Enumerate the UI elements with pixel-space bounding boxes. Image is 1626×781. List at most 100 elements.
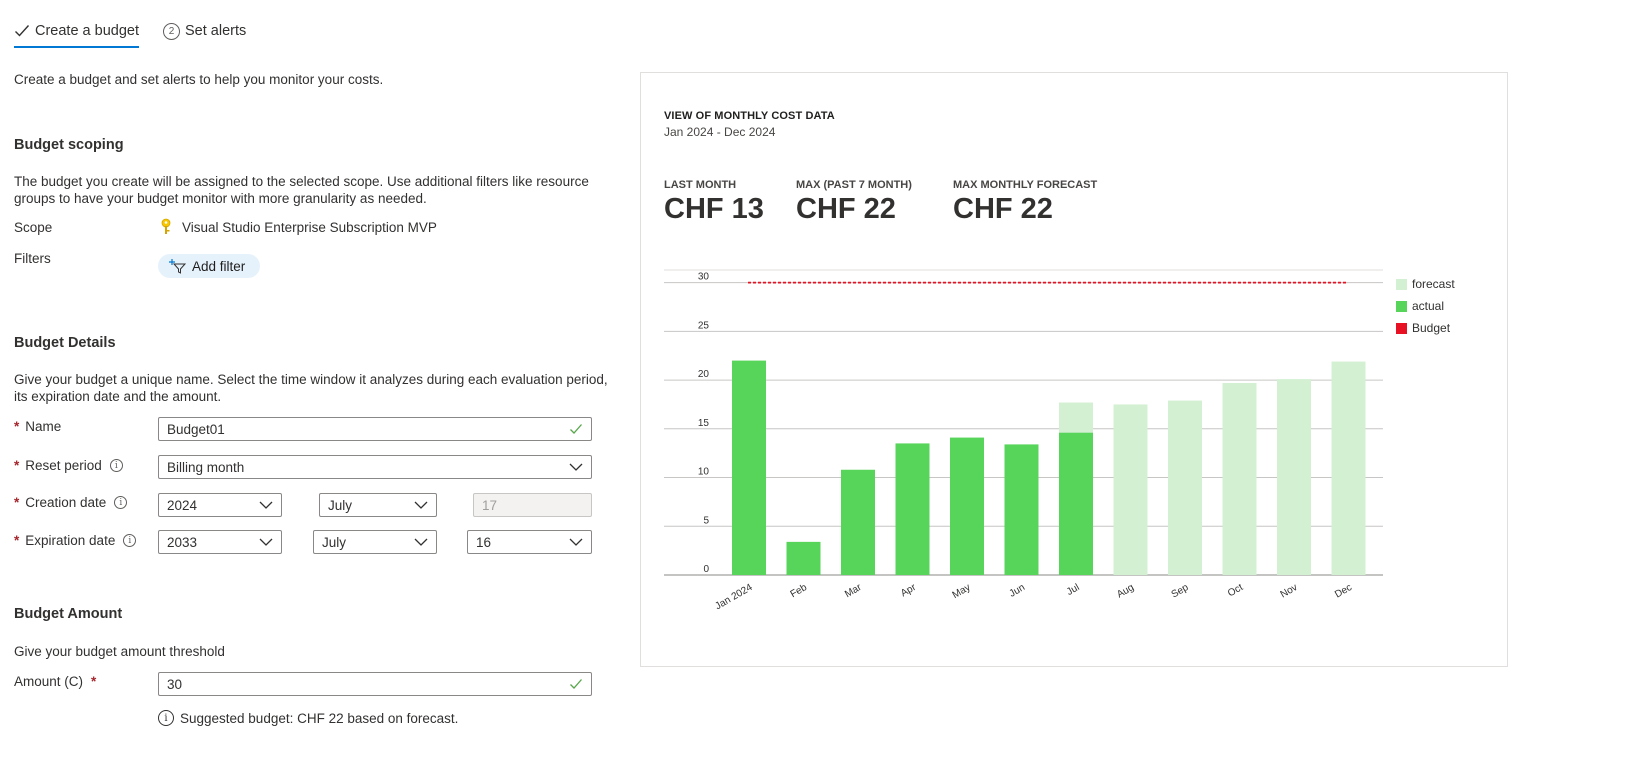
- name-input-value: Budget01: [167, 421, 225, 437]
- expiration-date-label: * Expiration date i: [14, 533, 137, 548]
- amount-label-text: Amount (C): [14, 674, 84, 689]
- x-tick-label: Oct: [1226, 582, 1245, 599]
- creation-year-select[interactable]: 2024: [158, 493, 282, 517]
- actual-bar: [1059, 432, 1093, 575]
- forecast-bar: [1222, 383, 1257, 575]
- suggested-budget: i Suggested budget: CHF 22 based on fore…: [158, 710, 458, 726]
- reset-period-label: * Reset period i: [14, 458, 123, 473]
- y-tick-label: 0: [703, 564, 709, 575]
- expiration-year-select[interactable]: 2033: [158, 530, 282, 554]
- actual-bar: [895, 443, 930, 575]
- expiration-month-value: July: [322, 534, 347, 550]
- chart-legend: forecast actual Budget: [1396, 273, 1455, 339]
- kpi-label: LAST MONTH: [664, 179, 737, 191]
- reset-period-value: Billing month: [167, 459, 245, 475]
- info-icon[interactable]: i: [114, 496, 128, 509]
- legend-swatch: [1396, 322, 1407, 334]
- legend-budget[interactable]: Budget: [1396, 317, 1455, 339]
- required-marker: *: [14, 533, 20, 548]
- expiration-day-select[interactable]: 16: [467, 530, 592, 554]
- amount-label: Amount (C) *: [14, 674, 98, 689]
- budget-amount-description: Give your budget amount threshold: [14, 644, 225, 659]
- scope-label: Scope: [14, 220, 53, 235]
- y-tick-label: 15: [698, 418, 710, 429]
- creation-year-value: 2024: [167, 497, 198, 513]
- actual-bar: [950, 437, 984, 575]
- kpi-last-month: LAST MONTH CHF 13: [664, 179, 764, 226]
- name-input[interactable]: Budget01: [158, 417, 592, 441]
- filters-label: Filters: [14, 251, 51, 266]
- valid-check-icon: [570, 424, 582, 434]
- tab-create-budget[interactable]: Create a budget: [14, 18, 139, 48]
- creation-month-select[interactable]: July: [319, 493, 437, 517]
- tab-set-alerts[interactable]: 2 Set alerts: [163, 18, 246, 44]
- legend-swatch: [1396, 278, 1407, 290]
- name-label: * Name: [14, 419, 61, 434]
- scope-value[interactable]: Visual Studio Enterprise Subscription MV…: [182, 220, 437, 235]
- y-tick-label: 20: [698, 369, 710, 380]
- budget-scoping-description: The budget you create will be assigned t…: [14, 174, 589, 206]
- chevron-down-icon: [569, 463, 583, 471]
- creation-day-value: 17: [482, 497, 498, 513]
- legend-forecast[interactable]: forecast: [1396, 273, 1455, 295]
- budget-details-description: Give your budget a unique name. Select t…: [14, 372, 608, 404]
- y-tick-label: 5: [703, 515, 709, 526]
- x-tick-label: Mar: [843, 582, 864, 600]
- info-icon[interactable]: i: [123, 534, 137, 547]
- name-label-text: Name: [25, 419, 62, 434]
- chevron-down-icon: [259, 538, 273, 546]
- card-title: VIEW OF MONTHLY COST DATA: [664, 110, 835, 122]
- required-marker: *: [91, 674, 97, 689]
- forecast-bar: [1277, 379, 1311, 575]
- kpi-value: CHF 13: [664, 193, 764, 225]
- reset-period-select[interactable]: Billing month: [158, 455, 592, 479]
- required-marker: *: [14, 458, 20, 473]
- kpi-label: MAX MONTHLY FORECAST: [953, 179, 1098, 191]
- forecast-bar: [1113, 404, 1148, 575]
- kpi-max-forecast: MAX MONTHLY FORECAST CHF 22: [953, 179, 1097, 226]
- wizard-tabs: Create a budget 2 Set alerts: [14, 18, 246, 48]
- expiration-month-select[interactable]: July: [313, 530, 437, 554]
- legend-swatch: [1396, 300, 1407, 312]
- tab-set-alerts-label: Set alerts: [185, 23, 247, 39]
- monthly-cost-chart: 0 5 10 15 20 25 30 Jan 2024 Feb Mar Apr May Jun Jul Au…: [664, 269, 1383, 612]
- y-tick-label: 10: [698, 467, 710, 478]
- info-icon: i: [158, 710, 174, 726]
- suggested-budget-text: Suggested budget: CHF 22 based on foreca…: [180, 710, 459, 726]
- actual-bar: [1004, 444, 1039, 575]
- checkmark-icon: [15, 25, 30, 37]
- legend-label: actual: [1412, 299, 1445, 313]
- x-tick-label: Jun: [1008, 582, 1027, 600]
- expiration-year-value: 2033: [167, 534, 198, 550]
- reset-period-label-text: Reset period: [25, 458, 102, 473]
- budget-amount-title: Budget Amount: [14, 606, 123, 622]
- creation-date-label-text: Creation date: [25, 495, 107, 510]
- x-tick-label: Feb: [789, 582, 810, 600]
- kpi-value: CHF 22: [953, 193, 1053, 225]
- y-tick-label: 25: [698, 320, 710, 331]
- budget-details-title: Budget Details: [14, 335, 116, 351]
- expiration-date-label-text: Expiration date: [25, 533, 116, 548]
- amount-input[interactable]: 30: [158, 672, 592, 696]
- x-tick-label: Sep: [1170, 582, 1191, 601]
- chevron-down-icon: [414, 538, 428, 546]
- step-number-icon: 2: [163, 22, 180, 40]
- y-tick-label: 30: [698, 272, 710, 283]
- chevron-down-icon: [259, 501, 273, 509]
- valid-check-icon: [570, 679, 582, 689]
- forecast-bar: [1331, 361, 1366, 575]
- creation-date-label: * Creation date i: [14, 495, 128, 510]
- key-icon: [161, 218, 171, 234]
- x-tick-label: Jul: [1065, 582, 1082, 598]
- actual-bar: [841, 469, 875, 575]
- actual-bar: [732, 360, 766, 575]
- required-marker: *: [14, 495, 20, 510]
- card-subtitle: Jan 2024 - Dec 2024: [664, 125, 776, 139]
- add-filter-button[interactable]: Add filter: [158, 254, 260, 278]
- x-tick-label: Dec: [1333, 582, 1354, 600]
- kpi-max-past: MAX (PAST 7 MONTH) CHF 22: [796, 179, 912, 226]
- info-icon[interactable]: i: [109, 459, 123, 472]
- expiration-day-value: 16: [476, 534, 492, 550]
- legend-actual[interactable]: actual: [1396, 295, 1455, 317]
- amount-input-value: 30: [167, 676, 183, 692]
